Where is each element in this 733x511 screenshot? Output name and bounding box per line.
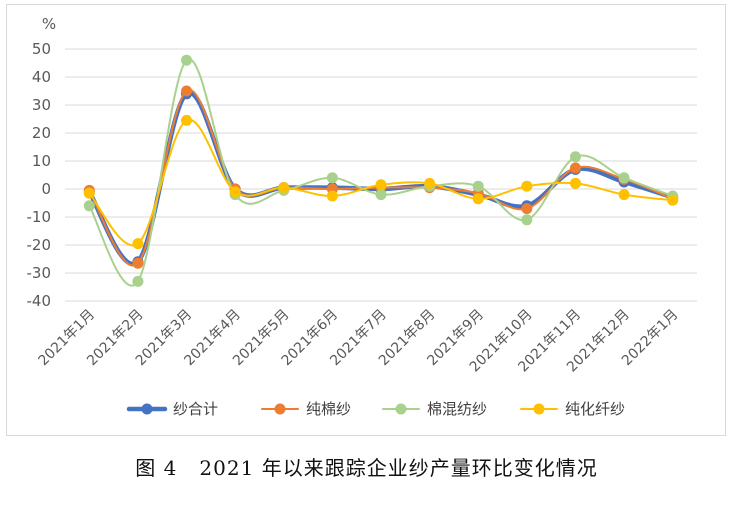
data-point [472,180,484,192]
data-point [83,200,95,212]
y-tick-label: 40 [32,68,51,86]
legend-swatch-marker [141,403,153,415]
legend: 纱合计 纯棉纱 棉混纺纱 纯化纤纱 [126,400,625,418]
legend-label: 纯棉纱 [306,400,351,418]
data-point [521,214,533,226]
data-point [375,189,387,201]
y-tick-label: 0 [41,180,51,198]
data-point [181,114,193,126]
series-line [88,89,674,267]
figure-caption: 图 4 2021 年以来跟踪企业纱产量环比变化情况 [135,456,598,480]
series-2 [83,85,679,269]
y-tick-label: -10 [27,208,52,226]
data-point [472,193,484,205]
y-unit-label: % [42,15,56,33]
y-tick-label: 20 [32,124,51,142]
data-point [132,257,144,269]
x-axis-ticks: 2021年1月2021年2月2021年3月2021年4月2021年5月2021年… [36,307,682,376]
legend-item: 棉混纺纱 [382,400,487,418]
line-chart: 50 40 30 20 10 0 -10 -20 -30 -40 2021年1月2021年2月20… [27,15,697,418]
legend-item: 纯棉纱 [261,400,351,418]
y-tick-label: -30 [27,264,52,282]
data-point [181,54,193,66]
legend-swatch-marker [533,403,545,415]
data-point [229,186,241,198]
data-point [569,151,581,163]
legend-item: 纱合计 [126,400,218,418]
data-point [424,177,436,189]
series-4 [83,114,679,250]
y-tick-label: -40 [27,292,52,310]
series-1 [83,88,679,268]
legend-swatch-marker [395,403,407,415]
data-point [278,182,290,194]
legend-swatch-marker [274,403,286,415]
data-point [569,162,581,174]
data-point [132,275,144,287]
data-point [326,172,338,184]
data-point [618,172,630,184]
data-point [618,189,630,201]
data-point [132,238,144,250]
y-axis-ticks: 50 40 30 20 10 0 -10 -20 -30 -40 [27,40,52,310]
y-tick-label: 50 [32,40,51,58]
legend-label: 纯化纤纱 [565,400,625,418]
data-point [521,203,533,215]
chart-frame: 50 40 30 20 10 0 -10 -20 -30 -40 2021年1月 2021年2月 20… [6,4,726,436]
y-tick-label: -20 [27,236,52,254]
legend-item: 纯化纤纱 [520,400,625,418]
data-point [83,187,95,199]
data-point [667,194,679,206]
legend-label: 棉混纺纱 [427,400,487,418]
data-point [181,85,193,97]
y-tick-label: 30 [32,96,51,114]
data-point [375,179,387,191]
data-point [521,180,533,192]
data-point [569,177,581,189]
series-lines [83,54,679,287]
series-line [88,58,674,287]
data-point [326,190,338,202]
y-tick-label: 10 [32,152,51,170]
series-line [87,90,675,267]
legend-label: 纱合计 [173,400,218,418]
